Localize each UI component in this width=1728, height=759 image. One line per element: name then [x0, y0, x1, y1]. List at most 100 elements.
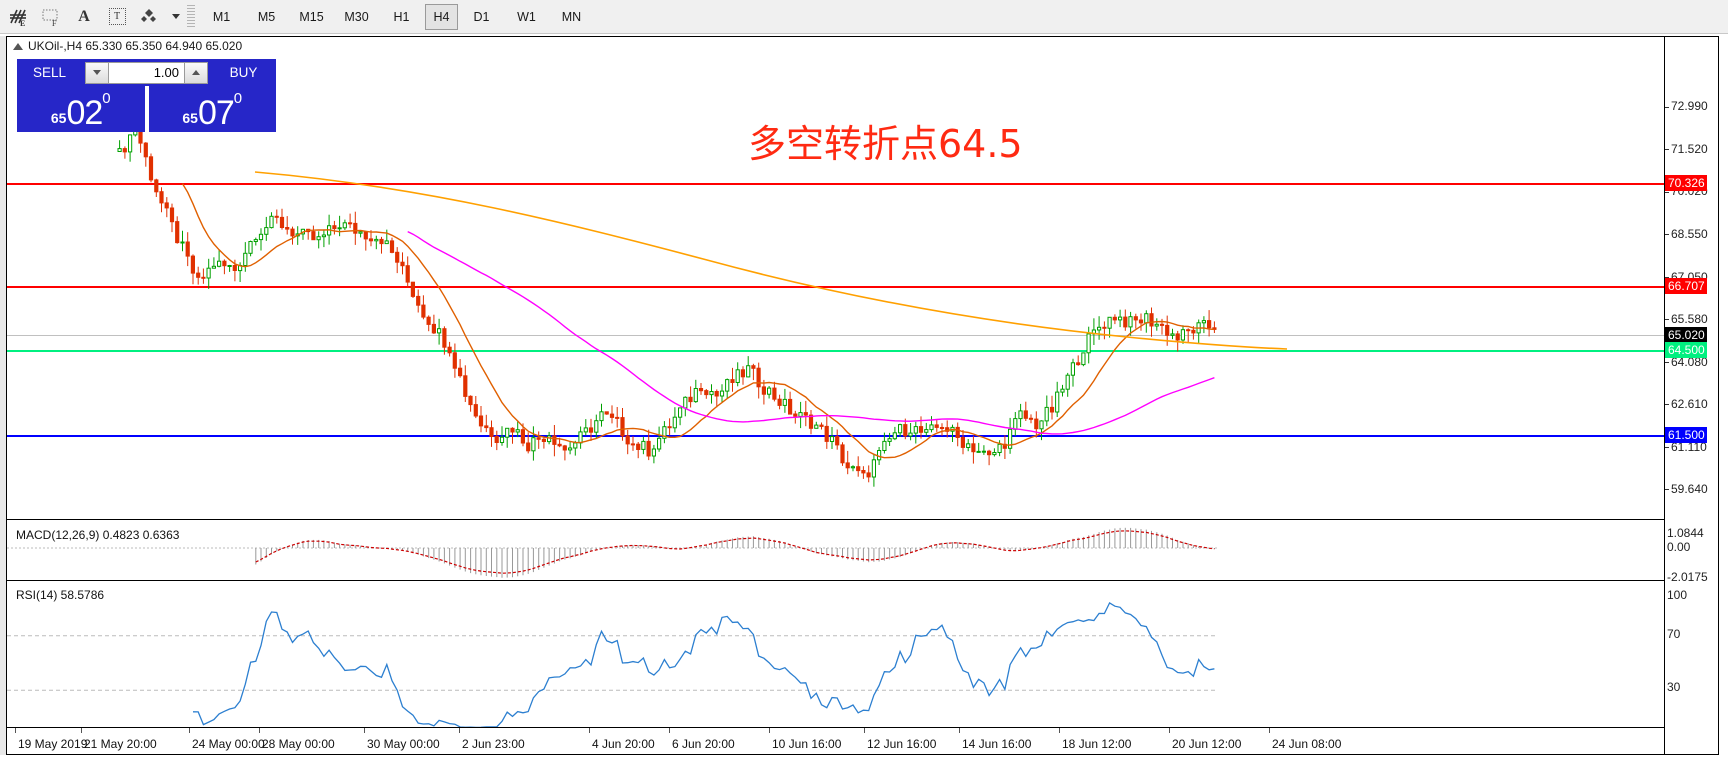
indicators-icon[interactable]: E — [3, 4, 33, 30]
chart-symbol-ohlc: UKOil-,H4 65.330 65.350 64.940 65.020 — [28, 39, 243, 53]
time-axis-label: 2 Jun 23:00 — [462, 737, 525, 751]
toolbar-separator — [187, 4, 195, 29]
time-axis[interactable]: 19 May 2019 21 May 20:00 24 May 00:00 28 Ma… — [7, 727, 1665, 754]
text-tool-icon[interactable]: A — [78, 7, 90, 25]
time-tick-mark — [1169, 728, 1170, 733]
time-tick-mark — [769, 728, 770, 733]
timeframe-h1[interactable]: H1 — [393, 9, 410, 24]
chart-area[interactable]: UKOil-,H4 65.330 65.350 64.940 65.020 SE… — [6, 36, 1719, 755]
volume-control[interactable]: 1.00 — [82, 59, 211, 86]
time-axis-label: 24 Jun 08:00 — [1272, 737, 1342, 751]
macd-tick: 0.00 — [1667, 540, 1691, 554]
price-tick: 68.550 — [1665, 227, 1708, 241]
time-tick-mark — [459, 728, 460, 733]
crosshair-grid-icon[interactable]: F — [36, 4, 66, 30]
price-tick: 72.990 — [1665, 99, 1708, 113]
macd-pane[interactable] — [7, 520, 1666, 580]
macd-label: MACD(12,26,9) 0.4823 0.6363 — [16, 528, 180, 542]
collapse-triangle-icon[interactable] — [13, 42, 23, 50]
timeframe-h4[interactable]: H4 — [425, 3, 458, 30]
time-tick-mark — [364, 728, 365, 733]
pane-divider-1 — [7, 519, 1665, 520]
sell-price-sup: 0 — [102, 90, 111, 107]
time-axis-label: 12 Jun 16:00 — [867, 737, 937, 751]
time-axis-label: 18 Jun 12:00 — [1062, 737, 1132, 751]
sell-price-small: 65 — [50, 110, 67, 126]
horizontal-line[interactable] — [7, 182, 1666, 185]
time-tick-mark — [15, 728, 16, 733]
horizontal-line[interactable] — [7, 334, 1666, 336]
trade-panel-top: SELL 1.00 BUY — [17, 59, 276, 86]
timeframe-group: M1 M5 M15 M30 H1 H4 D1 W1 MN — [200, 3, 593, 30]
buy-button[interactable]: 65 07 0 — [148, 86, 276, 132]
horizontal-line[interactable] — [7, 286, 1666, 289]
sell-label[interactable]: SELL — [32, 65, 67, 80]
time-tick-mark — [959, 728, 960, 733]
price-badge-last-price-line[interactable]: 65.020 — [1665, 326, 1707, 343]
rsi-tick: 100 — [1667, 588, 1688, 602]
pane-divider-2 — [7, 580, 1665, 581]
price-tick: 71.520 — [1665, 142, 1708, 156]
chart-annotation-text: 多空转折点64.5 — [748, 122, 1023, 166]
price-tick: 64.080 — [1665, 355, 1708, 369]
time-axis-label: 30 May 00:00 — [367, 737, 440, 751]
price-pane[interactable] — [7, 55, 1666, 519]
timeframe-m15[interactable]: M15 — [299, 9, 324, 24]
time-axis-label: 28 May 00:00 — [262, 737, 335, 751]
chart-header: UKOil-,H4 65.330 65.350 64.940 65.020 — [8, 38, 242, 54]
price-badge-resistance-line[interactable]: 70.326 — [1665, 174, 1707, 191]
horizontal-line[interactable] — [7, 349, 1666, 352]
macd-tick: -2.0175 — [1667, 570, 1708, 584]
time-tick-mark — [864, 728, 865, 733]
objects-dropdown-icon[interactable] — [168, 4, 182, 30]
time-axis-label: 6 Jun 20:00 — [672, 737, 735, 751]
timeframe-m1[interactable]: M1 — [212, 9, 231, 24]
main-toolbar: E F A T M1 M5 M15 M30 H1 H4 D1 W1 MN — [0, 0, 1728, 34]
macd-tick: 1.0844 — [1667, 526, 1704, 540]
price-badge-pivot-line[interactable]: 64.500 — [1665, 341, 1707, 358]
time-tick-mark — [81, 728, 82, 733]
rsi-label: RSI(14) 58.5786 — [16, 588, 105, 602]
svg-text:F: F — [52, 19, 57, 27]
time-axis-label: 24 May 00:00 — [192, 737, 265, 751]
time-axis-label: 20 Jun 12:00 — [1172, 737, 1242, 751]
timeframe-mn[interactable]: MN — [561, 9, 582, 24]
price-badge-resistance-line[interactable]: 66.707 — [1665, 278, 1707, 295]
timeframe-m5[interactable]: M5 — [257, 9, 276, 24]
price-axis[interactable]: 72.990 71.520 70.020 68.550 67.050 65.580 64.0… — [1664, 37, 1718, 754]
time-tick-mark — [669, 728, 670, 733]
timeframe-w1[interactable]: W1 — [517, 9, 536, 24]
price-tick: 65.580 — [1665, 312, 1708, 326]
sell-price-big: 02 — [66, 94, 103, 132]
volume-increment-button[interactable] — [184, 61, 208, 84]
sell-button[interactable]: 65 02 0 — [17, 86, 145, 132]
time-axis-label: 19 May 2019 — [18, 737, 88, 751]
time-axis-label: 4 Jun 20:00 — [592, 737, 655, 751]
objects-icon[interactable] — [135, 4, 165, 30]
rsi-tick: 30 — [1667, 680, 1681, 694]
buy-price-sup: 0 — [233, 90, 243, 107]
label-tool-icon[interactable]: T — [102, 4, 132, 30]
time-tick-mark — [189, 728, 190, 733]
timeframe-d1[interactable]: D1 — [473, 9, 490, 24]
rsi-pane[interactable] — [7, 581, 1666, 747]
time-axis-label: 10 Jun 16:00 — [772, 737, 842, 751]
volume-decrement-button[interactable] — [85, 61, 109, 84]
time-tick-mark — [1269, 728, 1270, 733]
time-tick-mark — [1059, 728, 1060, 733]
one-click-trade-panel[interactable]: SELL 1.00 BUY 65 02 0 65 07 0 — [17, 59, 276, 132]
rsi-tick: 70 — [1667, 627, 1681, 641]
buy-price-small: 65 — [182, 110, 198, 126]
price-tick: 59.640 — [1665, 482, 1708, 496]
time-tick-mark — [589, 728, 590, 733]
price-tick: 62.610 — [1665, 397, 1708, 411]
price-badge-support-line[interactable]: 61.500 — [1665, 427, 1707, 444]
timeframe-m30[interactable]: M30 — [344, 9, 369, 24]
buy-price-big: 07 — [197, 94, 235, 132]
svg-text:E: E — [20, 19, 25, 27]
time-axis-label: 21 May 20:00 — [84, 737, 157, 751]
volume-input[interactable]: 1.00 — [109, 61, 184, 84]
buy-label[interactable]: BUY — [229, 65, 258, 80]
trade-panel-prices: 65 02 0 65 07 0 — [17, 86, 276, 132]
time-axis-label: 14 Jun 16:00 — [962, 737, 1032, 751]
